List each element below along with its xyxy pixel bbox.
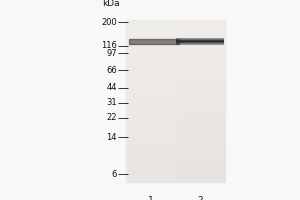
- Bar: [126, 74, 225, 77]
- Bar: [126, 120, 225, 123]
- Bar: [126, 79, 225, 82]
- Bar: [126, 63, 225, 66]
- Text: 6: 6: [112, 170, 117, 179]
- Bar: [126, 106, 225, 109]
- Bar: [126, 155, 225, 158]
- Bar: [126, 25, 225, 28]
- Bar: [126, 90, 225, 93]
- Bar: [126, 131, 225, 133]
- Bar: [126, 166, 225, 168]
- Bar: [126, 112, 225, 114]
- Bar: [126, 58, 225, 60]
- Bar: [126, 177, 225, 179]
- Bar: [126, 33, 225, 36]
- Text: 1: 1: [148, 196, 154, 200]
- Bar: [126, 31, 225, 33]
- Bar: [126, 61, 225, 63]
- Bar: [126, 139, 225, 142]
- Text: 14: 14: [106, 133, 117, 142]
- Bar: [176, 40, 224, 41]
- Bar: [129, 39, 178, 44]
- Text: 200: 200: [101, 18, 117, 27]
- Bar: [126, 104, 225, 106]
- Bar: [126, 47, 225, 50]
- Bar: [126, 128, 225, 131]
- Text: 66: 66: [106, 66, 117, 75]
- Bar: [126, 77, 225, 79]
- Bar: [126, 133, 225, 136]
- Bar: [176, 39, 224, 40]
- Bar: [126, 20, 176, 182]
- Bar: [126, 28, 225, 31]
- Bar: [126, 101, 225, 104]
- Text: 2: 2: [197, 196, 203, 200]
- Bar: [126, 69, 225, 71]
- Bar: [126, 98, 225, 101]
- Bar: [126, 123, 225, 125]
- Bar: [126, 66, 225, 69]
- Bar: [126, 168, 225, 171]
- Bar: [126, 23, 225, 25]
- Bar: [176, 43, 224, 44]
- Bar: [126, 160, 225, 163]
- Bar: [126, 39, 225, 42]
- Bar: [126, 96, 225, 98]
- Bar: [126, 152, 225, 155]
- Bar: [176, 41, 224, 42]
- Bar: [126, 20, 225, 182]
- Bar: [176, 44, 224, 45]
- Bar: [176, 42, 224, 43]
- Text: 22: 22: [106, 113, 117, 122]
- Bar: [176, 38, 224, 39]
- Bar: [126, 42, 225, 44]
- Bar: [126, 52, 225, 55]
- Bar: [126, 36, 225, 39]
- Bar: [126, 125, 225, 128]
- Text: 116: 116: [101, 41, 117, 50]
- Bar: [126, 93, 225, 96]
- Bar: [126, 163, 225, 166]
- Bar: [126, 144, 225, 147]
- Bar: [126, 117, 225, 120]
- Bar: [126, 150, 225, 152]
- Bar: [126, 44, 225, 47]
- Bar: [126, 147, 225, 150]
- Bar: [126, 114, 225, 117]
- Bar: [126, 88, 225, 90]
- Bar: [126, 55, 225, 58]
- Bar: [126, 85, 225, 87]
- Bar: [126, 179, 225, 182]
- Bar: [126, 171, 225, 174]
- Text: 97: 97: [106, 49, 117, 58]
- Bar: [126, 109, 225, 112]
- Bar: [126, 50, 225, 52]
- Bar: [126, 142, 225, 144]
- Bar: [126, 82, 225, 85]
- Text: kDa: kDa: [102, 0, 120, 8]
- Text: 44: 44: [106, 83, 117, 92]
- Bar: [126, 20, 225, 23]
- Bar: [126, 71, 225, 74]
- Bar: [126, 136, 225, 139]
- Bar: [126, 174, 225, 177]
- Text: 31: 31: [106, 98, 117, 107]
- Bar: [126, 158, 225, 160]
